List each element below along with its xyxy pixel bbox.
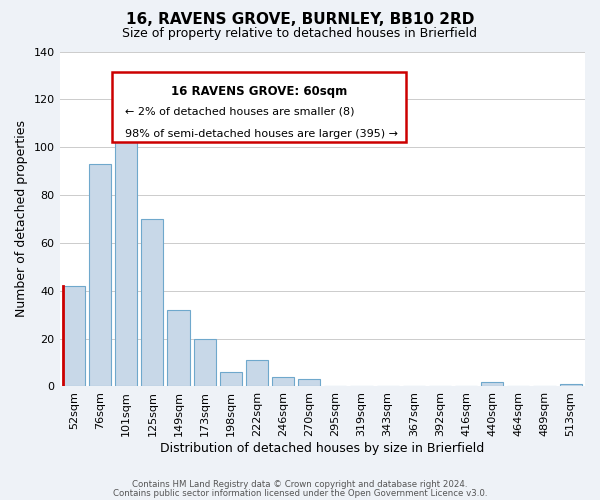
Bar [481,382,503,386]
Text: Contains HM Land Registry data © Crown copyright and database right 2024.: Contains HM Land Registry data © Crown c… [132,480,468,489]
Bar [63,286,85,386]
Text: Contains public sector information licensed under the Open Government Licence v3: Contains public sector information licen… [113,489,487,498]
Text: 98% of semi-detached houses are larger (395) →: 98% of semi-detached houses are larger (… [125,128,398,138]
Bar [167,310,190,386]
Bar [560,384,582,386]
FancyBboxPatch shape [112,72,406,142]
Bar [272,377,294,386]
Bar [220,372,242,386]
Text: Size of property relative to detached houses in Brierfield: Size of property relative to detached ho… [122,28,478,40]
Bar [115,109,137,386]
Bar [194,338,216,386]
Bar [246,360,268,386]
Text: ← 2% of detached houses are smaller (8): ← 2% of detached houses are smaller (8) [125,107,355,117]
Bar [89,164,111,386]
Bar [298,380,320,386]
Text: 16 RAVENS GROVE: 60sqm: 16 RAVENS GROVE: 60sqm [171,85,347,98]
Y-axis label: Number of detached properties: Number of detached properties [15,120,28,318]
Text: 16, RAVENS GROVE, BURNLEY, BB10 2RD: 16, RAVENS GROVE, BURNLEY, BB10 2RD [126,12,474,28]
Bar [141,219,163,386]
X-axis label: Distribution of detached houses by size in Brierfield: Distribution of detached houses by size … [160,442,484,455]
